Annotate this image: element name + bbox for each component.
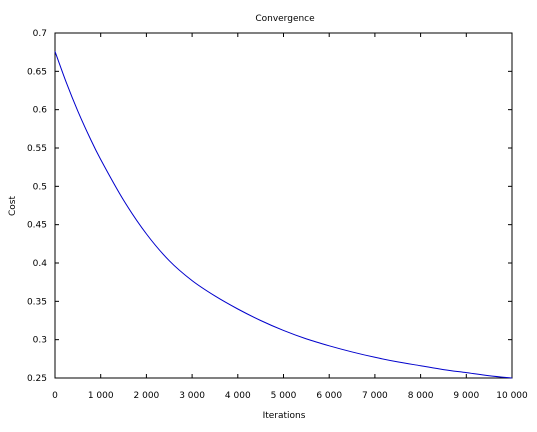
y-tick-label: 0.4 xyxy=(33,259,48,269)
y-tick-label: 0.7 xyxy=(33,29,47,39)
x-axis-ticks: 0 1 000 2 000 3 000 4 000 5 000 6 000 7 000 8 00… xyxy=(52,33,528,401)
y-tick-label: 0.3 xyxy=(33,336,47,346)
y-tick-label: 0.5 xyxy=(33,182,47,192)
y-tick-label: 0.35 xyxy=(27,297,47,307)
x-tick-label: 10 000 xyxy=(496,391,528,401)
x-tick-label: 9 000 xyxy=(453,391,479,401)
y-tick-label: 0.6 xyxy=(33,106,48,116)
x-tick-label: 3 000 xyxy=(179,391,205,401)
x-tick-label: 5 000 xyxy=(271,391,297,401)
y-tick-label: 0.65 xyxy=(27,67,47,77)
y-tick-label: 0.25 xyxy=(27,374,47,384)
y-tick-label: 0.45 xyxy=(27,221,47,231)
y-axis-ticks: 0.25 0.3 0.35 0.4 0.45 0.5 0.55 0.6 0.65 0.7 xyxy=(27,29,512,384)
series-layer xyxy=(54,51,513,379)
chart-title: Convergence xyxy=(255,14,315,24)
y-axis-label: Cost xyxy=(8,196,18,216)
x-tick-label: 1 000 xyxy=(88,391,114,401)
x-tick-label: 0 xyxy=(52,391,58,401)
x-tick-label: 2 000 xyxy=(134,391,160,401)
x-axis-label: Iterations xyxy=(263,411,306,421)
x-tick-label: 6 000 xyxy=(316,391,342,401)
y-tick-label: 0.55 xyxy=(27,144,47,154)
x-tick-label: 7 000 xyxy=(362,391,388,401)
plot-frame xyxy=(54,32,513,379)
x-tick-label: 4 000 xyxy=(225,391,251,401)
cost-series-line xyxy=(54,51,513,379)
x-tick-label: 8 000 xyxy=(408,391,434,401)
